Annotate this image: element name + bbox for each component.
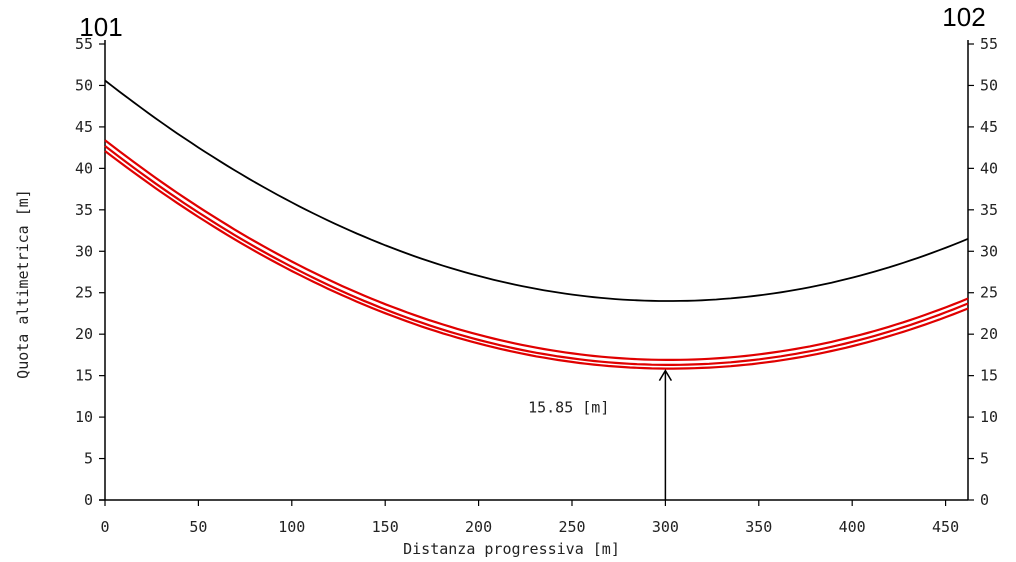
- profile-line-1: [104, 79, 969, 302]
- y-tick-label-left: 10: [75, 408, 93, 426]
- y-tick-label-right: 55: [980, 35, 998, 53]
- y-tick-label-right: 40: [980, 159, 998, 177]
- y-tick-label-left: 40: [75, 159, 93, 177]
- x-axis-title: Distanza progressiva [m]: [403, 540, 620, 558]
- y-tick-label-left: 50: [75, 76, 93, 94]
- x-tick-label: 200: [465, 518, 492, 536]
- y-tick-label-right: 50: [980, 76, 998, 94]
- x-tick-label: 250: [558, 518, 585, 536]
- elevation-arrow-head-icon: [658, 369, 673, 381]
- y-tick-label-right: 0: [980, 491, 989, 509]
- y-tick-label-right: 30: [980, 242, 998, 260]
- x-tick-label: 100: [278, 518, 305, 536]
- y-tick-label-left: 35: [75, 201, 93, 219]
- series-layer: [104, 79, 969, 370]
- elevation-annotation-label: 15.85 [m]: [528, 399, 609, 417]
- y-tick-label-right: 25: [980, 284, 998, 302]
- y-tick-label-right: 20: [980, 325, 998, 343]
- start-station-label: 101: [79, 12, 122, 42]
- x-tick-label: 400: [839, 518, 866, 536]
- profile-line-3: [104, 145, 969, 366]
- y-tick-label-right: 15: [980, 367, 998, 385]
- x-tick-label: 450: [932, 518, 959, 536]
- x-tick-label: 150: [372, 518, 399, 536]
- y-axis-title: Quota altimetrica [m]: [14, 189, 32, 379]
- y-tick-label-right: 5: [980, 450, 989, 468]
- y-tick-label-left: 5: [84, 450, 93, 468]
- y-tick-label-right: 35: [980, 201, 998, 219]
- annotation-layer: 15.85 [m]: [528, 369, 673, 500]
- y-tick-label-left: 30: [75, 242, 93, 260]
- x-tick-label: 350: [745, 518, 772, 536]
- y-tick-label-right: 45: [980, 118, 998, 136]
- y-tick-label-left: 20: [75, 325, 93, 343]
- x-tick-label: 300: [652, 518, 679, 536]
- profile-line-2: [104, 139, 969, 361]
- y-tick-label-left: 15: [75, 367, 93, 385]
- y-tick-label-left: 55: [75, 35, 93, 53]
- y-tick-label-left: 0: [84, 491, 93, 509]
- axes-group: [99, 40, 969, 501]
- profile-line-4: [104, 150, 969, 370]
- x-tick-label: 50: [189, 518, 207, 536]
- x-tick-label: 0: [100, 518, 109, 536]
- y-tick-label-left: 45: [75, 118, 93, 136]
- y-tick-label-right: 10: [980, 408, 998, 426]
- end-station-label: 102: [942, 2, 985, 32]
- y-tick-label-left: 25: [75, 284, 93, 302]
